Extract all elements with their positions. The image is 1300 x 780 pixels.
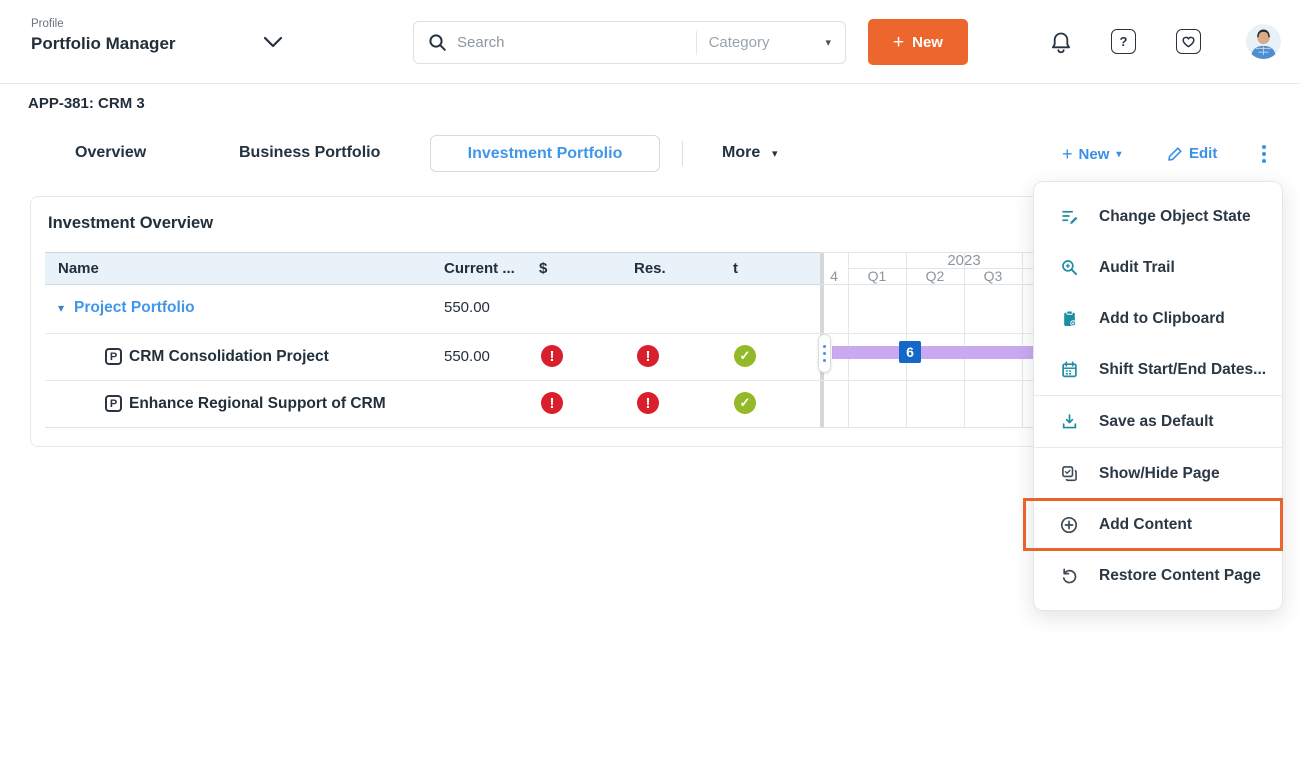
restore-undo-icon [1060,567,1078,585]
project-icon: P [105,395,122,412]
top-bar: Profile Portfolio Manager Search Categor… [0,0,1300,84]
search-bar[interactable]: Search Category ▾ [413,21,846,64]
gantt-gridline [964,252,965,427]
gantt-quarter-label: Q2 [925,268,945,284]
row-name[interactable]: Enhance Regional Support of CRM [129,394,386,412]
tab-investment-portfolio[interactable]: Investment Portfolio [430,135,660,172]
search-input[interactable]: Search [457,34,505,51]
table-row-project-portfolio[interactable]: ▾ Project Portfolio 550.00 [45,284,820,331]
tab-overview[interactable]: Overview [75,144,147,161]
column-header-res[interactable]: Res. [634,259,666,277]
search-icon [428,33,447,52]
row-name[interactable]: CRM Consolidation Project [129,347,329,365]
gantt-quarter-label: 4 [830,268,838,284]
add-content-plus-icon [1060,516,1078,534]
row-name-link[interactable]: Project Portfolio [74,298,195,316]
caret-down-icon: ▾ [772,148,778,160]
menu-item-restore-content-page[interactable]: Restore Content Page [1034,550,1282,601]
project-icon: P [105,348,122,365]
new-dropdown-button[interactable]: + New ▾ [1062,144,1122,164]
category-select[interactable]: Category [708,34,770,51]
table-row-crm-consolidation[interactable]: P CRM Consolidation Project 550.00 [45,333,820,380]
gantt-gridline [1022,252,1023,427]
status-ok-icon [734,392,756,414]
expand-triangle-icon[interactable]: ▾ [58,300,65,315]
plus-icon: + [893,31,905,53]
column-header-t[interactable]: t [733,259,738,277]
status-ok-icon [734,345,756,367]
menu-item-save-as-default[interactable]: Save as Default [1034,396,1282,447]
menu-item-audit-trail[interactable]: Audit Trail [1034,242,1282,293]
gantt-gridline [848,252,849,427]
table-line [45,284,820,285]
status-alert-icon [541,392,563,414]
menu-separator [1034,395,1282,396]
table-header: Name Current ... $ Res. t [45,252,820,284]
user-avatar[interactable] [1246,24,1281,59]
notifications-bell-icon[interactable] [1048,29,1074,55]
gantt-quarter-label: Q3 [983,268,1003,284]
page-title: APP-381: CRM 3 [28,95,145,112]
gantt-year-label: 2023 [947,251,981,269]
save-download-icon [1060,413,1078,431]
calendar-icon [1060,361,1078,379]
new-button[interactable]: + New [868,19,968,65]
column-header-dollar[interactable]: $ [539,259,548,277]
current-value: 550.00 [444,299,490,316]
help-icon[interactable]: ? [1111,29,1136,54]
clipboard-icon [1060,310,1078,328]
status-alert-icon [637,345,659,367]
menu-separator [1034,447,1282,448]
pencil-icon [1167,146,1183,162]
table-row-enhance-regional[interactable]: P Enhance Regional Support of CRM [45,380,820,427]
current-value: 550.00 [444,348,490,365]
caret-down-icon: ▾ [1116,148,1122,160]
chevron-down-icon[interactable] [262,33,284,51]
profile-label: Profile [31,18,64,30]
audit-trail-search-icon [1060,259,1078,277]
tab-divider [682,141,683,166]
search-category-divider [695,30,697,55]
menu-item-change-object-state[interactable]: Change Object State [1034,191,1282,242]
status-alert-icon [637,392,659,414]
table-line [45,252,820,253]
menu-item-show-hide-page[interactable]: Show/Hide Page [1034,448,1282,499]
gantt-bar-badge[interactable]: 6 [899,341,921,363]
gantt-drag-handle-icon[interactable] [818,334,831,373]
show-hide-pages-icon [1060,465,1078,483]
context-menu: Change Object State Audit Trail Add to C… [1033,181,1283,611]
table-line [45,333,1255,334]
kebab-menu-icon[interactable] [1262,145,1266,163]
caret-down-icon[interactable]: ▾ [825,37,831,49]
change-object-state-icon [1060,208,1078,226]
menu-item-shift-start-end-dates[interactable]: Shift Start/End Dates... [1034,344,1282,395]
gantt-gridline [906,252,907,427]
profile-selector[interactable]: Portfolio Manager [31,34,176,53]
table-line [45,427,1255,428]
tab-business-portfolio[interactable]: Business Portfolio [239,144,381,161]
gantt-quarter-label: Q1 [867,268,887,284]
edit-button[interactable]: Edit [1167,145,1217,162]
menu-item-add-to-clipboard[interactable]: Add to Clipboard [1034,293,1282,344]
column-header-name[interactable]: Name [58,259,99,277]
column-header-current[interactable]: Current ... [444,259,515,277]
plus-icon: + [1062,144,1073,164]
menu-item-add-content[interactable]: Add Content [1034,499,1282,550]
favorites-heart-icon[interactable] [1176,29,1201,54]
panel-title: Investment Overview [48,214,214,232]
more-menu[interactable]: More [722,144,761,161]
status-alert-icon [541,345,563,367]
table-line [45,380,1255,381]
